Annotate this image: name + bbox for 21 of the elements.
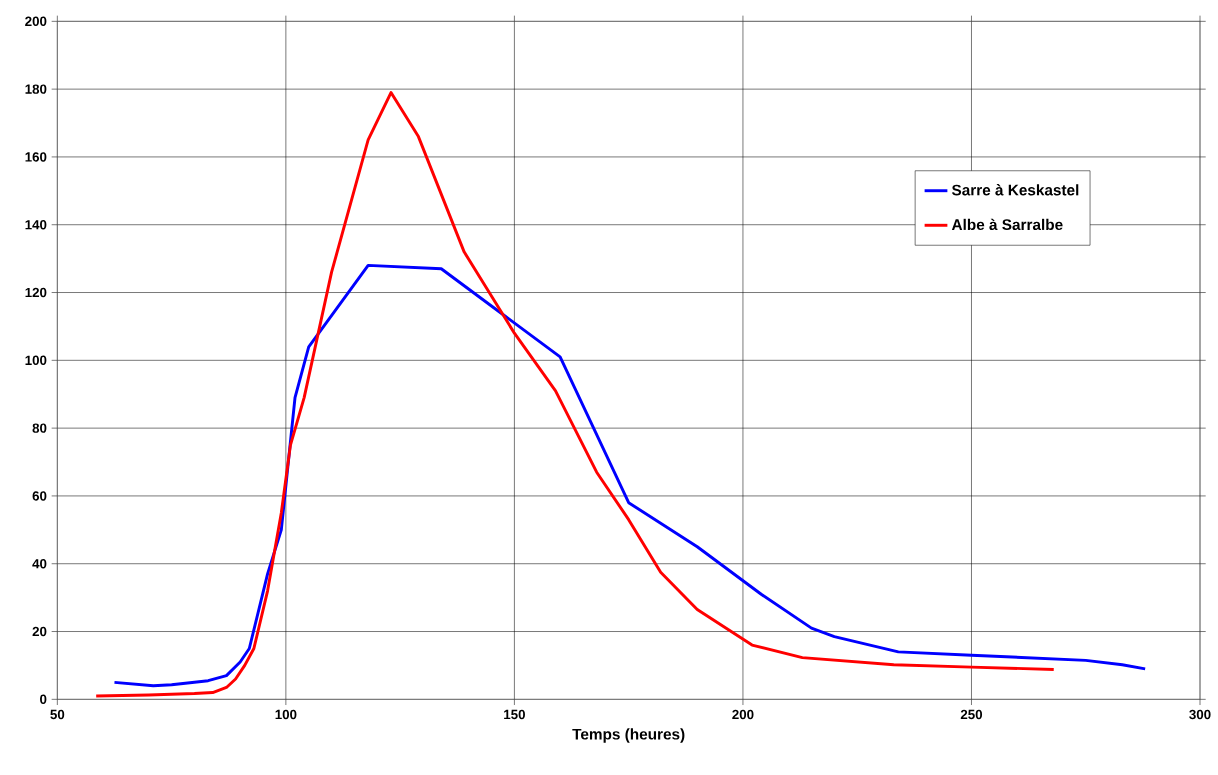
y-tick-label: 60: [32, 491, 47, 501]
y-tick-label: 40: [32, 558, 47, 569]
y-tick-label: 200: [25, 16, 47, 26]
x-tick-label: 100: [275, 709, 297, 720]
legend-label: Sarre à Keskastel: [951, 183, 1079, 196]
y-tick-label: 100: [25, 355, 47, 365]
legend-label: Albe à Sarralbe: [951, 218, 1063, 230]
y-tick-label: 180: [25, 84, 47, 94]
y-tick-label: 20: [32, 626, 47, 637]
y-tick-label: 0: [40, 694, 47, 704]
x-tick-label: 50: [50, 709, 65, 720]
x-tick-label: 250: [960, 709, 983, 720]
x-tick-label: 300: [1189, 709, 1211, 720]
y-tick-label: 80: [32, 423, 47, 433]
x-axis-title: Temps (heures): [572, 728, 685, 743]
y-tick-label: 140: [25, 219, 47, 230]
y-tick-label: 120: [25, 287, 47, 298]
line-series: [113, 263, 1147, 688]
x-tick-label: 150: [504, 709, 525, 720]
y-tick-label: 160: [25, 152, 47, 162]
x-tick-label: 200: [732, 709, 754, 720]
